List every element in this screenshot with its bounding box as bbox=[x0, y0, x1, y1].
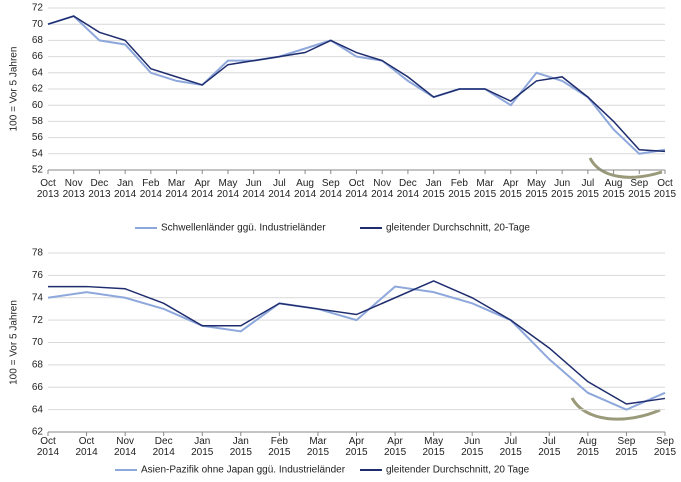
x-tick-label: Jul 2015 bbox=[577, 178, 600, 200]
x-tick-label: Jun 2015 bbox=[551, 178, 574, 200]
x-tick-label: Feb 2014 bbox=[140, 178, 163, 200]
x-tick-label: Jan 2015 bbox=[230, 436, 253, 458]
x-tick-label: Dec 2014 bbox=[153, 436, 176, 458]
y-tick-label: 54 bbox=[32, 148, 44, 159]
x-tick-label: Oct 2014 bbox=[37, 436, 60, 458]
x-tick-label: Jan 2015 bbox=[191, 436, 214, 458]
x-tick-label: Jul 2014 bbox=[268, 178, 291, 200]
x-tick-label: Sep 2015 bbox=[615, 436, 638, 458]
x-tick-label: Apr 2015 bbox=[384, 436, 407, 458]
x-tick-label: Nov 2014 bbox=[114, 436, 137, 458]
x-tick-label: Jun 2015 bbox=[461, 436, 484, 458]
y-tick-label: 72 bbox=[32, 315, 44, 326]
x-tick-label: Sep 2015 bbox=[628, 178, 651, 200]
arrow bbox=[588, 157, 663, 179]
x-tick-label: Jan 2014 bbox=[114, 178, 137, 200]
y-tick-label: 70 bbox=[32, 19, 44, 30]
x-tick-label: Jul 2015 bbox=[538, 436, 561, 458]
x-tick-label: Apr 2015 bbox=[345, 436, 368, 458]
line-series bbox=[47, 15, 666, 153]
y-tick-label: 74 bbox=[32, 292, 44, 303]
x-tick-label: Nov 2014 bbox=[371, 178, 394, 200]
y-tick-label: 78 bbox=[32, 248, 44, 259]
x-tick-label: Mar 2015 bbox=[307, 436, 330, 458]
x-tick-label: Feb 2015 bbox=[448, 178, 471, 200]
x-tick-label: Apr 2014 bbox=[191, 178, 214, 200]
x-tick-label: Jul 2015 bbox=[500, 436, 523, 458]
y-tick-label: 64 bbox=[32, 67, 44, 78]
x-tick-label: Dec 2013 bbox=[88, 178, 111, 200]
y-tick-label: 64 bbox=[32, 404, 44, 415]
y-tick-label: 66 bbox=[32, 51, 44, 62]
x-tick-label: Feb 2015 bbox=[268, 436, 291, 458]
x-tick-label: Oct 2013 bbox=[37, 178, 60, 200]
y-tick-label: 72 bbox=[32, 3, 44, 14]
arrow bbox=[570, 397, 661, 421]
y-tick-label: 56 bbox=[32, 132, 44, 143]
x-tick-label: Jun 2014 bbox=[243, 178, 266, 200]
x-tick-label: Apr 2015 bbox=[500, 178, 523, 200]
y-axis-label: 100 = Vor 5 Jahren bbox=[9, 47, 20, 132]
x-tick-label: May 2015 bbox=[423, 436, 446, 458]
x-tick-label: Sep 2015 bbox=[654, 436, 677, 458]
line-series bbox=[48, 280, 666, 405]
x-tick-label: Mar 2015 bbox=[474, 178, 497, 200]
y-tick-label: 68 bbox=[32, 360, 44, 371]
y-tick-label: 68 bbox=[32, 35, 44, 46]
x-tick-label: Aug 2015 bbox=[602, 178, 625, 200]
x-tick-label: Oct 2014 bbox=[75, 436, 98, 458]
x-tick-label: Dec 2014 bbox=[397, 178, 420, 200]
y-axis-label: 100 = Vor 5 Jahren bbox=[9, 300, 20, 385]
y-tick-label: 70 bbox=[32, 337, 44, 348]
legend-label: gleitender Durchschnitt, 20 Tage bbox=[386, 465, 530, 476]
x-tick-label: Mar 2014 bbox=[165, 178, 188, 200]
x-tick-label: Oct 2014 bbox=[345, 178, 368, 200]
x-tick-label: May 2015 bbox=[525, 178, 548, 200]
x-tick-label: Sep 2014 bbox=[320, 178, 343, 200]
y-tick-label: 76 bbox=[32, 270, 44, 281]
legend-label: Schwellenländer ggü. Industrieländer bbox=[161, 223, 326, 234]
legend-label: Asien-Pazifik ohne Japan ggü. Industriel… bbox=[141, 465, 346, 476]
y-tick-label: 66 bbox=[32, 382, 44, 393]
line-series bbox=[47, 285, 666, 411]
y-tick-label: 62 bbox=[32, 84, 44, 95]
x-tick-label: Nov 2013 bbox=[63, 178, 86, 200]
y-tick-label: 58 bbox=[32, 116, 44, 127]
x-tick-label: Aug 2014 bbox=[294, 178, 317, 200]
line-series bbox=[47, 14, 666, 155]
legend-label: gleitender Durchschnitt, 20-Tage bbox=[386, 223, 530, 234]
x-tick-label: Aug 2015 bbox=[577, 436, 600, 458]
x-tick-label: Jan 2015 bbox=[423, 178, 446, 200]
y-tick-label: 52 bbox=[32, 165, 44, 176]
y-tick-label: 60 bbox=[32, 100, 44, 111]
y-tick-label: 62 bbox=[32, 427, 44, 438]
x-tick-label: Oct 2015 bbox=[654, 178, 677, 200]
x-tick-label: May 2014 bbox=[217, 178, 240, 200]
